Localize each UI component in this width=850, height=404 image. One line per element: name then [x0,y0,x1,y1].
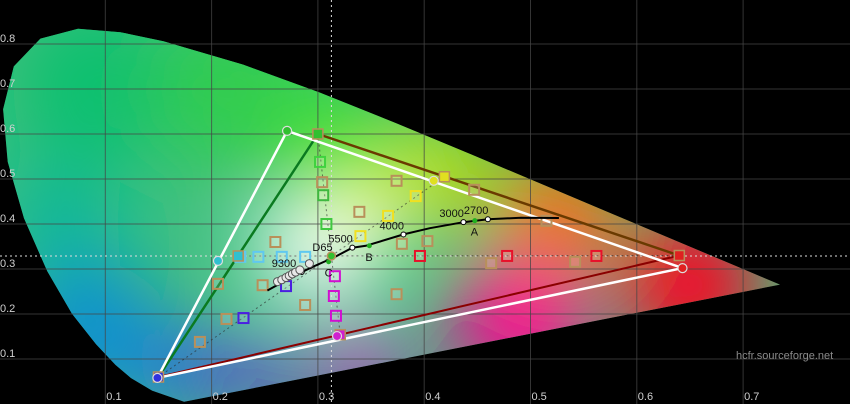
saturation-point-marker [275,250,288,263]
white-point-target [326,251,337,261]
reference-green-target [312,128,324,140]
saturation-point-marker [211,277,224,290]
guide-green [317,133,332,257]
illuminant-label: C [325,268,333,280]
saturation-point-marker [252,250,265,263]
y-tick-label: 0.1 [0,348,15,360]
cct-label: 5500 [328,234,352,246]
grayscale-point [304,259,314,269]
cct-point [349,244,356,251]
saturation-point-marker [485,257,498,270]
saturation-point-marker [269,236,282,248]
guide-blue [158,255,332,378]
grayscale-point [295,265,305,275]
grayscale-points [273,259,314,287]
saturation-point-marker [395,237,408,250]
measured-gamut-triangle [155,129,688,380]
saturation-point-marker [256,279,269,292]
cct-label: 3000 [439,208,463,220]
cct-label: D65 [312,242,332,254]
saturation-point-marker [354,230,367,243]
y-tick-label: 0.6 [0,123,15,135]
x-tick-label: 0.4 [425,391,440,403]
watermark: hcfr.sourceforge.net [736,350,833,362]
measured-blue-point [152,372,163,383]
saturation-point-marker [540,214,553,227]
y-tick-label: 0.2 [0,303,15,315]
y-tick-label: 0.3 [0,258,15,270]
illuminant-label: A [471,227,479,239]
saturation-point-marker [316,176,329,189]
saturation-point-marker [390,174,403,187]
x-tick-label: 0.3 [319,391,334,403]
saturation-point-marker [413,249,426,262]
reference-cyan-target [232,250,244,262]
measured-gamut [155,129,688,380]
measured-magenta-point [331,330,343,342]
cct-point [400,231,407,238]
saturation-point-marker [569,255,582,268]
y-tick-label: 0.8 [0,33,15,45]
y-tick-label: 0.4 [0,213,15,225]
measured-red-point [677,263,688,274]
x-tick-label: 0.1 [106,391,121,403]
saturation-point-marker [314,155,327,168]
saturation-point-marker [382,209,395,222]
measured-yellow-point [428,175,439,186]
saturation-point-marker [328,270,341,283]
y-tick-label: 0.7 [0,78,15,90]
saturation-point-marker [353,205,366,218]
saturation-point-marker [590,249,603,262]
saturation-point-marker [299,250,312,263]
saturation-points [193,155,603,348]
measured-green-point [281,125,293,136]
y-tick-label: 0.5 [0,168,15,180]
saturation-point-marker [390,288,403,301]
x-tick-label: 0.5 [532,391,547,403]
illuminant-point [472,218,478,224]
saturation-point-marker [327,290,340,302]
saturation-point-marker [421,235,434,248]
saturation-point-marker [193,335,206,348]
cct-point [484,216,491,223]
reference-yellow-target [438,171,451,183]
cct-label: 9300 [272,258,296,270]
saturation-point-marker [320,218,333,230]
saturation-point-marker [329,309,342,322]
measured-cyan-point [212,255,224,266]
reference-red-target [673,249,686,262]
illuminant-point [326,259,332,265]
reference-blue-red-edge [158,254,680,378]
cct-point [460,219,467,226]
saturation-point-marker [501,249,514,262]
illuminant-label: B [365,252,372,264]
saturation-point-marker [317,189,330,202]
illuminant-point [366,243,372,249]
x-tick-label: 0.2 [213,391,228,403]
saturation-point-marker [299,299,312,311]
saturation-point-marker [220,312,233,325]
cct-label: 2700 [464,205,488,217]
x-tick-label: 0.7 [744,391,759,403]
gamut-vertices [152,125,688,383]
reference-red-green-edge [317,132,680,257]
cct-label: 4000 [379,220,403,232]
saturation-point-marker [468,183,481,196]
x-tick-label: 0.6 [638,391,653,403]
saturation-point-marker [237,312,250,325]
axis-ticks: 0.1 0.2 0.3 0.4 0.5 0.6 0.7 0.1 0.2 0.3 0.4 0.5 0.6 0… [0,33,759,403]
saturation-point-marker [409,190,422,203]
